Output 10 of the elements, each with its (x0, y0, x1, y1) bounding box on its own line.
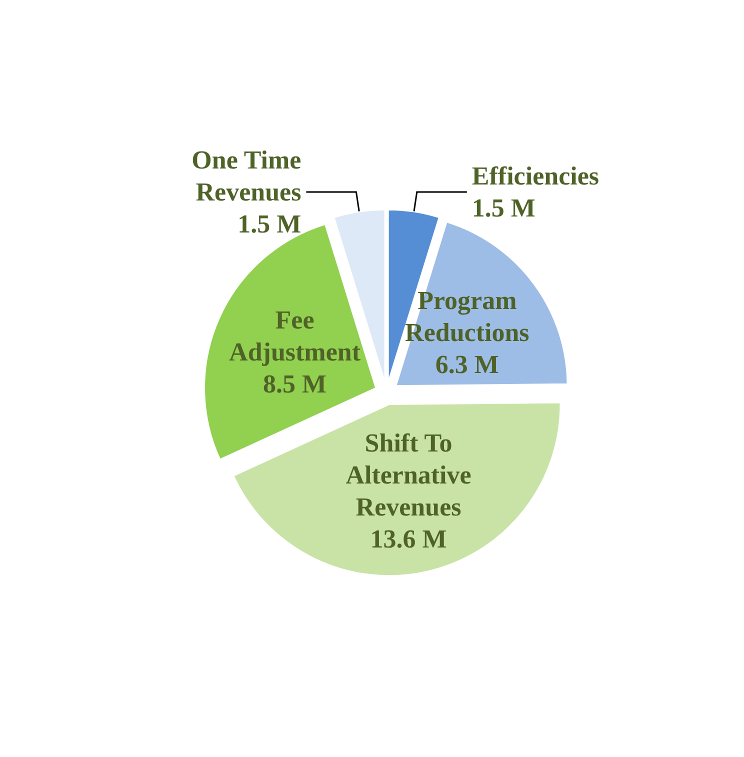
data-label: 6.3 M (435, 350, 499, 380)
data-label: 1.5 M (238, 210, 302, 239)
data-label: 1.5 M (472, 194, 536, 223)
slice-label: One Time Revenues (192, 146, 302, 207)
slice-label: Fee Adjustment (229, 305, 361, 366)
data-label: 8.5 M (262, 369, 327, 398)
slice-label: Efficiencies (472, 162, 599, 191)
slice-label: Shift To Alternative Revenues (346, 428, 472, 522)
slice-label: Program Reductions (405, 286, 530, 348)
data-label: 13.6 M (370, 524, 447, 554)
